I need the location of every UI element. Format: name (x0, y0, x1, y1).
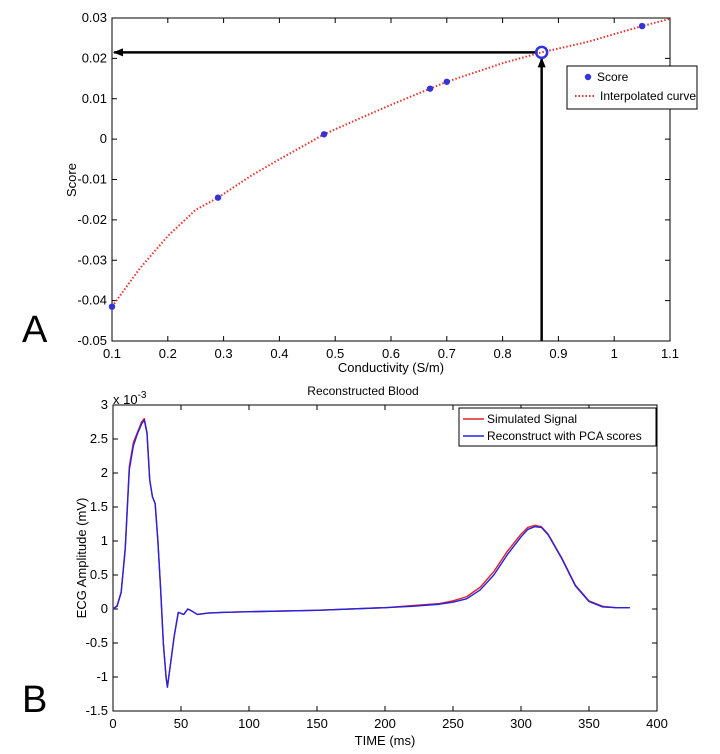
chart-b-x-tick-label: 100 (238, 716, 260, 731)
chart-a-highlight-circle (534, 45, 549, 60)
chart-a-x-tick-label: 0.8 (494, 346, 512, 361)
chart-a-x-tick-label: 0.6 (382, 346, 400, 361)
chart-b-legend-simulated-label: Simulated Signal (487, 412, 577, 426)
chart-a-score-point (426, 85, 434, 92)
chart-a-score-vs-conductivity: 0.1 0.2 0.3 0.4 0.5 0.6 0.7 0.8 0.9 1 1.1 -0.05-0.… (64, 10, 698, 375)
chart-a-y-tick-label: -0.02 (77, 212, 107, 227)
chart-a-x-ticks: 0.1 0.2 0.3 0.4 0.5 0.6 0.7 0.8 0.9 1 1.1 (103, 18, 679, 361)
chart-a-y-tick-label: -0.04 (77, 293, 107, 308)
chart-a-legend-curve-label: Interpolated curve (600, 89, 696, 103)
chart-b-y-ticks: -1.5 -1 -0.5 0 0.5 1 1.5 2 2.5 3 (86, 397, 657, 718)
chart-a-score-point (443, 78, 450, 85)
chart-a-x-tick-label: 0.9 (549, 346, 567, 361)
chart-a-y-tick-label: -0.03 (77, 252, 107, 267)
chart-a-x-tick-label: 0.2 (159, 346, 177, 361)
chart-b-x-ticks: 0 50 100 150 200 250 300 350 400 (109, 405, 668, 731)
chart-a-score-point (108, 303, 116, 310)
chart-a-score-point (214, 194, 222, 201)
chart-b-y-axis-label: ECG Amplitude (mV) (74, 498, 89, 619)
chart-b-y-multiplier: x 10-3 (113, 390, 147, 407)
chart-b-legend-box (458, 407, 657, 447)
chart-b-y-tick-label: -1 (96, 669, 108, 684)
chart-b-x-tick-label: 300 (510, 716, 532, 731)
chart-b-x-axis-label: TIME (ms) (355, 733, 416, 748)
chart-b-x-tick-label: 200 (374, 716, 396, 731)
chart-b-y-tick-label: 3 (101, 397, 108, 412)
chart-b-x-tick-label: 150 (306, 716, 328, 731)
chart-a-y-tick-label: -0.01 (77, 172, 107, 187)
chart-a-y-tick-label: -0.05 (77, 333, 107, 348)
chart-b-plot-area (112, 404, 658, 712)
chart-a-x-tick-label: 0.1 (103, 346, 121, 361)
chart-b-legend: Simulated Signal Reconstruct with PCA sc… (458, 407, 657, 447)
chart-a-x-tick-label: 0.5 (326, 346, 344, 361)
chart-b-title: Reconstructed Blood (307, 384, 418, 398)
chart-a-legend: Score Interpolated curve (566, 65, 698, 110)
chart-b-pca-reconstruct-line (112, 419, 630, 688)
chart-b-y-multiplier-exp: -3 (138, 390, 147, 401)
chart-a-annotation-arrows (113, 45, 549, 341)
chart-a-x-tick-label: 0.4 (270, 346, 288, 361)
chart-b-x-tick-label: 400 (646, 716, 668, 731)
chart-b-ecg: Reconstructed Blood x 10-3 0 50 100 150 200 2… (74, 384, 668, 748)
chart-b-y-tick-label: -0.5 (86, 635, 108, 650)
chart-b-x-tick-label: 250 (442, 716, 464, 731)
panel-label-a: A (22, 309, 48, 351)
chart-b-y-tick-label: 0 (101, 601, 108, 616)
panel-label-b: B (22, 679, 47, 721)
chart-a-y-ticks: -0.05 -0.04 -0.03 -0.02 -0.01 0 0.01 0.02 0.03 (77, 10, 670, 348)
chart-a-x-tick-label: 1.1 (661, 346, 679, 361)
chart-b-series-lines (112, 417, 630, 688)
chart-a-score-point (320, 131, 328, 138)
chart-b-y-tick-label: 1.5 (90, 499, 108, 514)
chart-b-x-tick-label: 350 (578, 716, 600, 731)
chart-a-x-tick-label: 0.7 (438, 346, 456, 361)
chart-a-y-tick-label: 0.02 (82, 50, 107, 65)
chart-a-score-points (108, 22, 646, 310)
chart-a-y-tick-label: 0 (100, 131, 107, 146)
chart-b-y-tick-label: 1 (101, 533, 108, 548)
chart-a-score-point (638, 22, 646, 30)
chart-a-y-tick-label: 0.01 (82, 91, 107, 106)
chart-b-y-tick-label: 2 (101, 465, 108, 480)
chart-a-legend-score-marker (584, 73, 592, 81)
chart-a-x-tick-label: 1 (611, 346, 618, 361)
chart-a-x-axis-label: Conductivity (S/m) (338, 360, 444, 375)
chart-b-legend-pca-label: Reconstruct with PCA scores (487, 429, 642, 443)
chart-a-y-axis-label: Score (64, 163, 79, 197)
chart-a-legend-score-label: Score (597, 70, 629, 84)
chart-b-y-tick-label: 2.5 (90, 431, 108, 446)
chart-a-legend-box (566, 65, 698, 110)
chart-b-x-tick-label: 0 (109, 716, 116, 731)
chart-b-x-tick-label: 50 (174, 716, 188, 731)
chart-b-y-multiplier-base: x 10 (113, 392, 138, 407)
chart-b-y-tick-label: -1.5 (86, 703, 108, 718)
chart-b-y-tick-label: 0.5 (90, 567, 108, 582)
chart-a-y-tick-label: 0.03 (82, 10, 107, 25)
chart-a-x-tick-label: 0.3 (215, 346, 233, 361)
